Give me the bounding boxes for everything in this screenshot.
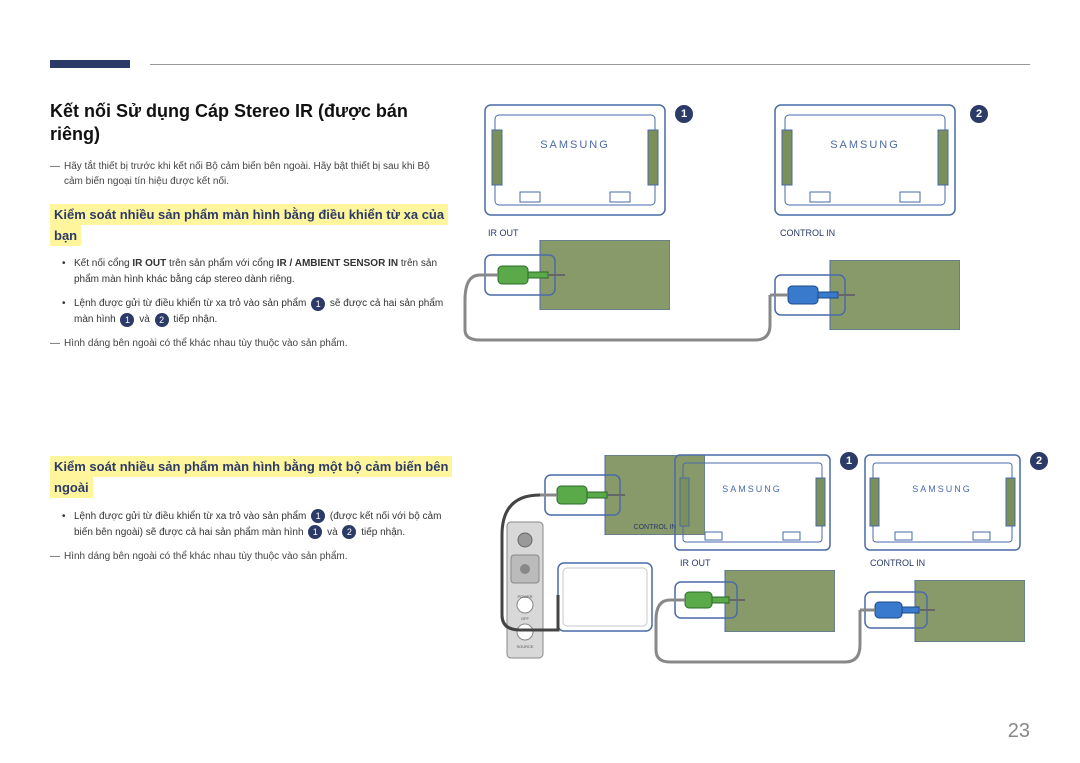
circled-2-icon: 2 bbox=[342, 525, 356, 539]
badge-1: 1 bbox=[675, 105, 693, 123]
section1-bullet2: Lệnh được gửi từ điều khiển từ xa trỏ và… bbox=[50, 296, 450, 328]
monitor-back-1-icon: SAMSUNG bbox=[480, 100, 670, 220]
header-accent bbox=[50, 60, 130, 68]
top-note: Hãy tắt thiết bị trước khi kết nối Bộ cả… bbox=[50, 159, 450, 189]
circled-2-icon: 2 bbox=[155, 313, 169, 327]
circled-1-icon: 1 bbox=[311, 297, 325, 311]
section2-bullet1: Lệnh được gửi từ điều khiển từ xa trỏ và… bbox=[50, 509, 450, 541]
monitor-back-b2-icon: SAMSUNG bbox=[860, 450, 1025, 555]
section2-footnote: Hình dáng bên ngoài có thể khác nhau tùy… bbox=[50, 549, 450, 564]
text: Lệnh được gửi từ điều khiển từ xa trỏ và… bbox=[74, 298, 309, 309]
cable-top-icon bbox=[460, 240, 800, 350]
bold-text: IR / AMBIENT SENSOR IN bbox=[277, 258, 398, 269]
bold-text: IR OUT bbox=[132, 258, 166, 269]
circled-1-icon: 1 bbox=[311, 509, 325, 523]
samsung-label: SAMSUNG bbox=[830, 139, 900, 151]
text: trên sản phẩm với cổng bbox=[166, 258, 277, 269]
page-title: Kết nối Sử dụng Cáp Stereo IR (được bán … bbox=[50, 100, 450, 147]
left-column: Kết nối Sử dụng Cáp Stereo IR (được bán … bbox=[50, 100, 450, 740]
text: Lệnh được gửi từ điều khiển từ xa trỏ và… bbox=[74, 511, 309, 522]
control-in-label: CONTROL IN bbox=[780, 228, 835, 238]
section2-heading: Kiểm soát nhiều sản phẩm màn hình bằng m… bbox=[50, 456, 452, 498]
cable-bottom-icon bbox=[650, 570, 900, 670]
section1-footnote: Hình dáng bên ngoài có thể khác nhau tùy… bbox=[50, 336, 450, 351]
text: Kết nối cổng bbox=[74, 258, 132, 269]
circled-1-icon: 1 bbox=[308, 525, 322, 539]
section1-bullet1: Kết nối cổng IR OUT trên sản phẩm với cổ… bbox=[50, 256, 450, 288]
text: và bbox=[324, 527, 340, 538]
ir-out-label-b: IR OUT bbox=[680, 558, 711, 568]
badge-b1: 1 bbox=[840, 452, 858, 470]
svg-text:SAMSUNG: SAMSUNG bbox=[912, 484, 972, 494]
sensor-cable-icon bbox=[490, 455, 610, 655]
samsung-label: SAMSUNG bbox=[540, 139, 610, 151]
monitor-back-b1-icon: SAMSUNG bbox=[670, 450, 835, 555]
badge-b2: 2 bbox=[1030, 452, 1048, 470]
right-column: SAMSUNG 1 SAMSUNG 2 IR OUT bbox=[480, 100, 1030, 740]
section1-heading: Kiểm soát nhiều sản phẩm màn hình bằng đ… bbox=[50, 204, 448, 246]
badge-2: 2 bbox=[970, 105, 988, 123]
header-rule bbox=[150, 64, 1030, 65]
control-in-label-b: CONTROL IN bbox=[870, 558, 925, 568]
ir-out-label: IR OUT bbox=[488, 228, 519, 238]
page-number: 23 bbox=[1008, 720, 1030, 743]
text: và bbox=[136, 314, 152, 325]
monitor-back-2-icon: SAMSUNG bbox=[770, 100, 960, 220]
text: tiếp nhận. bbox=[358, 527, 405, 538]
circled-1-icon: 1 bbox=[120, 313, 134, 327]
svg-text:SAMSUNG: SAMSUNG bbox=[722, 484, 782, 494]
text: tiếp nhận. bbox=[171, 314, 218, 325]
header-bar bbox=[50, 40, 1030, 70]
